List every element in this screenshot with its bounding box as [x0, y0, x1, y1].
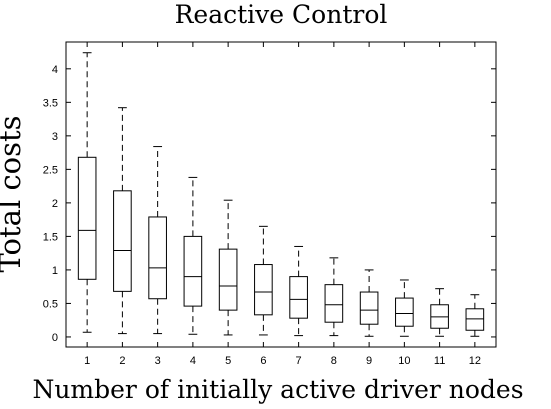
box-iqr [113, 190, 132, 292]
box-iqr [395, 297, 414, 327]
box-10 [395, 279, 414, 337]
x-tick-label: 9 [366, 355, 372, 367]
box-iqr [183, 235, 203, 307]
y-tick-label: 1.5 [43, 231, 58, 243]
x-axis-label: Number of initially active driver nodes [32, 375, 523, 404]
y-tick-label: 0.5 [43, 298, 58, 310]
box-iqr [324, 284, 344, 323]
box-5 [218, 199, 238, 336]
box-iqr [148, 216, 167, 300]
x-tick-label: 5 [225, 355, 231, 367]
y-tick-label: 4 [52, 64, 58, 76]
box-iqr [465, 308, 485, 331]
y-axis: 0 0.5 1 1.5 2 2.5 3 3.5 4 [43, 64, 496, 344]
box-iqr [289, 276, 308, 319]
x-tick-label: 7 [296, 355, 302, 367]
y-tick-label: 2.5 [43, 164, 58, 176]
plot-area [65, 41, 497, 348]
box-4 [183, 176, 203, 335]
box-6 [254, 225, 273, 336]
box-2 [113, 107, 132, 335]
x-tick-label: 3 [155, 355, 161, 367]
chart-title: Reactive Control [175, 0, 388, 29]
box-11 [430, 288, 449, 337]
y-axis-label: Total costs [0, 115, 27, 272]
box-9 [359, 269, 379, 337]
box-3 [148, 146, 167, 335]
y-tick-label: 3.5 [43, 97, 58, 109]
x-tick-label: 12 [469, 355, 481, 367]
x-tick-label: 8 [331, 355, 337, 367]
boxes-group [77, 52, 485, 337]
y-tick-label: 2 [52, 198, 58, 210]
box-1 [77, 52, 97, 333]
y-tick-label: 0 [52, 332, 58, 344]
x-tick-label: 1 [84, 355, 90, 367]
box-7 [289, 245, 308, 337]
box-iqr [254, 264, 273, 316]
x-tick-label: 2 [119, 355, 125, 367]
box-12 [465, 294, 485, 337]
x-axis: 1 2 3 4 5 6 7 8 9 10 11 12 [84, 42, 481, 367]
box-iqr [218, 248, 238, 311]
box-8 [324, 257, 344, 337]
box-iqr [77, 156, 97, 280]
x-tick-label: 4 [190, 355, 196, 367]
y-tick-label: 1 [52, 265, 58, 277]
x-tick-label: 11 [434, 355, 445, 367]
x-tick-label: 6 [260, 355, 266, 367]
x-tick-label: 10 [398, 355, 410, 367]
y-tick-label: 3 [52, 131, 58, 143]
box-iqr [359, 291, 379, 325]
